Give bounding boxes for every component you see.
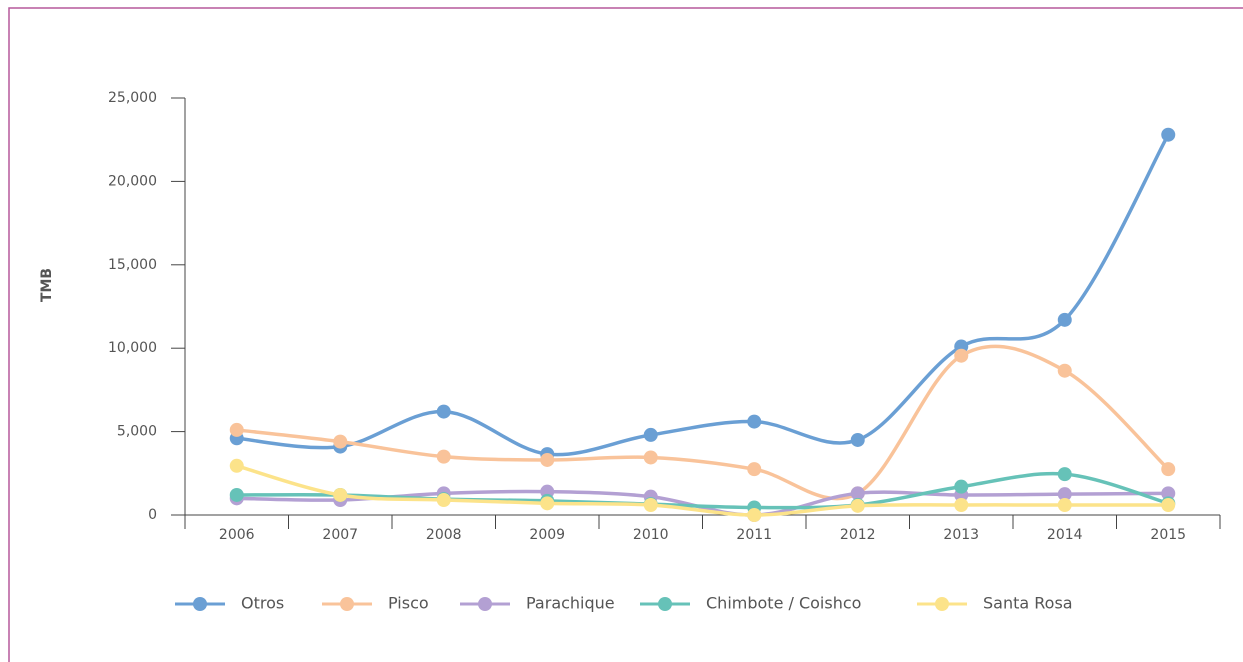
y-tick-label: 5,000 bbox=[117, 424, 157, 440]
y-axis-label: TMB bbox=[39, 268, 55, 302]
point bbox=[229, 458, 244, 473]
x-tick-label: 2007 bbox=[322, 527, 358, 543]
point bbox=[1057, 312, 1072, 327]
point bbox=[1057, 487, 1072, 502]
y-tick-label: 20,000 bbox=[108, 173, 157, 189]
point bbox=[1161, 486, 1176, 501]
legend-marker bbox=[658, 597, 672, 611]
y-tick-label: 10,000 bbox=[108, 340, 157, 356]
point bbox=[436, 449, 451, 464]
legend-marker bbox=[193, 597, 207, 611]
point bbox=[643, 427, 658, 442]
legend-label: Santa Rosa bbox=[983, 594, 1073, 613]
y-tick-label: 25,000 bbox=[108, 90, 157, 106]
legend-marker bbox=[935, 597, 949, 611]
series-line bbox=[236, 471, 1169, 510]
point bbox=[643, 497, 658, 512]
point bbox=[850, 432, 865, 447]
legend-label: Pisco bbox=[388, 594, 429, 613]
legend-label: Otros bbox=[241, 594, 284, 613]
point bbox=[747, 508, 762, 522]
point bbox=[643, 450, 658, 465]
legend-marker bbox=[478, 597, 492, 611]
x-tick-label: 2011 bbox=[736, 527, 772, 543]
x-tick-label: 2009 bbox=[529, 527, 565, 543]
point bbox=[540, 496, 555, 511]
x-tick-label: 2010 bbox=[633, 527, 669, 543]
point bbox=[333, 487, 348, 502]
x-tick-label: 2013 bbox=[943, 527, 979, 543]
point bbox=[1161, 462, 1176, 477]
point bbox=[229, 422, 244, 437]
point bbox=[436, 492, 451, 507]
point bbox=[1057, 467, 1072, 482]
point bbox=[1057, 497, 1072, 512]
point bbox=[1161, 127, 1176, 142]
x-tick-label: 2015 bbox=[1150, 527, 1186, 543]
point bbox=[747, 462, 762, 477]
legend-marker bbox=[340, 597, 354, 611]
frame bbox=[8, 7, 1243, 662]
series-line bbox=[236, 133, 1170, 457]
legend-label: Chimbote / Coishco bbox=[706, 594, 861, 613]
point bbox=[954, 348, 969, 363]
y-tick-label: 15,000 bbox=[108, 257, 157, 273]
point bbox=[1161, 497, 1176, 512]
x-tick-label: 2012 bbox=[840, 527, 876, 543]
point bbox=[540, 452, 555, 467]
point bbox=[850, 498, 865, 513]
legend-label: Parachique bbox=[526, 594, 615, 613]
y-tick-label: 0 bbox=[148, 507, 157, 523]
series-line bbox=[236, 464, 1169, 517]
x-tick-label: 2006 bbox=[219, 527, 255, 543]
point bbox=[747, 414, 762, 429]
point bbox=[954, 479, 969, 494]
x-tick-label: 2008 bbox=[426, 527, 462, 543]
series-line bbox=[236, 344, 1170, 501]
point bbox=[229, 487, 244, 502]
point bbox=[850, 486, 865, 501]
x-tick-label: 2014 bbox=[1047, 527, 1083, 543]
point bbox=[436, 404, 451, 419]
point bbox=[333, 434, 348, 449]
point bbox=[1057, 363, 1072, 378]
point bbox=[954, 497, 969, 512]
